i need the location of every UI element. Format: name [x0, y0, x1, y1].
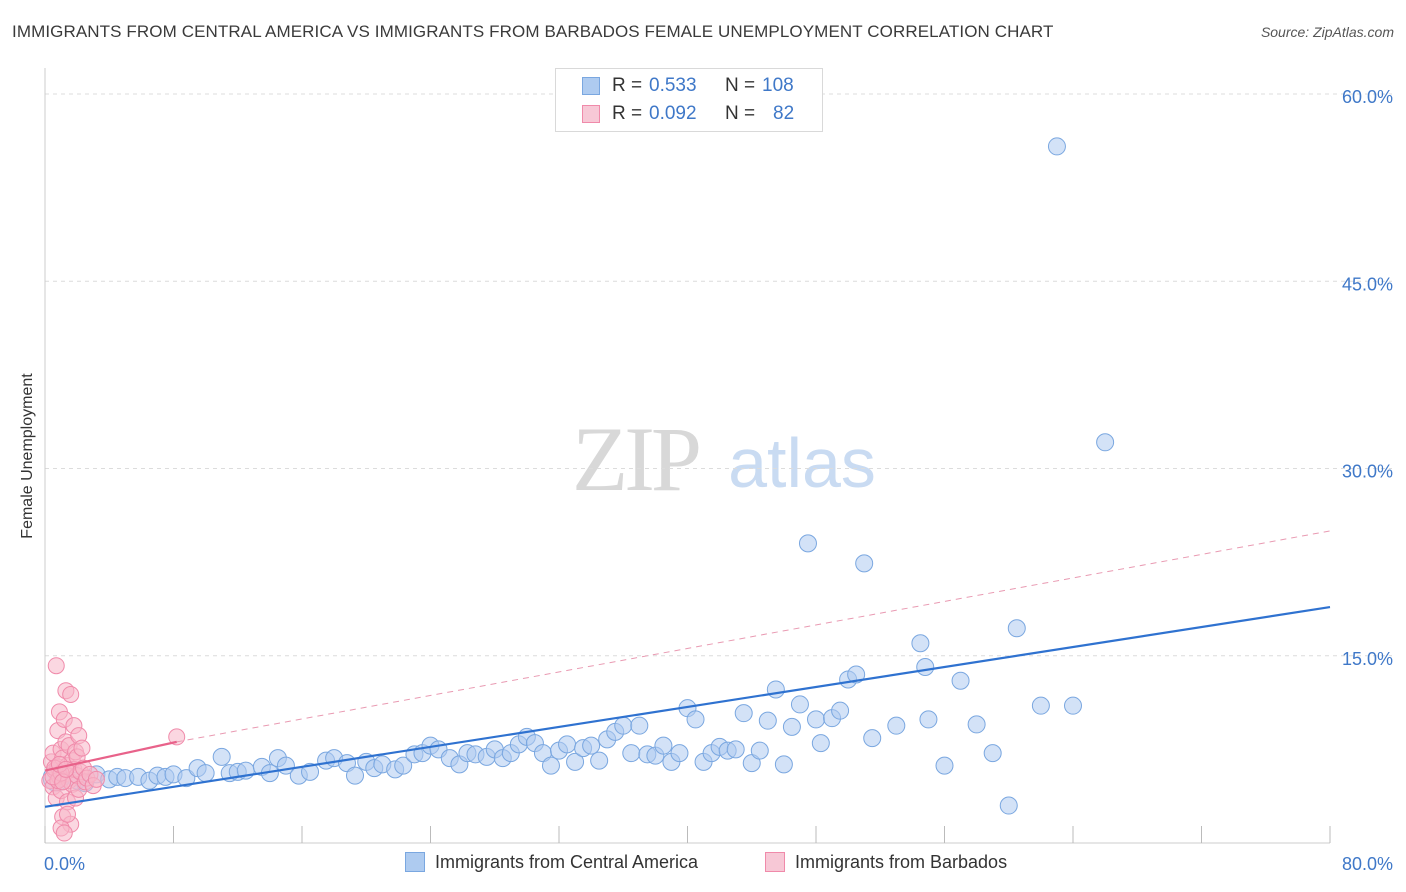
data-point-central-america: [670, 744, 689, 763]
legend-n-label: N =: [725, 103, 756, 124]
watermark-zip: ZIP: [572, 408, 699, 510]
watermark-atlas: atlas: [728, 424, 876, 502]
legend-n-value: 108: [762, 75, 794, 96]
data-point-central-america: [1096, 433, 1115, 452]
data-point-central-america: [212, 747, 231, 766]
data-point-central-america: [686, 710, 705, 729]
data-point-central-america: [541, 756, 560, 775]
data-point-central-america: [887, 716, 906, 735]
chart-source: Source: ZipAtlas.com: [1260, 24, 1394, 40]
data-point-barbados: [47, 657, 65, 675]
bottom-legend-swatch-blue: [405, 852, 425, 872]
data-point-central-america: [566, 752, 585, 771]
data-point-central-america: [999, 796, 1018, 815]
data-point-barbados: [62, 685, 80, 703]
data-point-central-america: [196, 764, 215, 783]
data-point-central-america: [630, 716, 649, 735]
data-point-central-america: [782, 717, 801, 736]
data-point-central-america: [967, 715, 986, 734]
legend-r-value: 0.533: [649, 75, 697, 96]
data-point-central-america: [766, 680, 785, 699]
legend-r-label: R =: [612, 75, 643, 96]
data-point-central-america: [758, 711, 777, 730]
trendline-barbados-extension: [176, 530, 1331, 743]
data-point-barbados: [73, 739, 91, 757]
bottom-legend-label: Immigrants from Central America: [435, 852, 699, 872]
data-point-central-america: [916, 657, 935, 676]
x-tick-label-min: 0.0%: [44, 854, 85, 874]
x-tick-label-max: 80.0%: [1342, 854, 1393, 874]
data-point-central-america: [346, 766, 365, 785]
data-point-central-america: [935, 756, 954, 775]
y-tick-label: 45.0%: [1342, 274, 1393, 294]
data-point-central-america: [1064, 696, 1082, 715]
data-point-central-america: [558, 735, 577, 754]
trendline-central-america: [44, 605, 1331, 808]
data-point-central-america: [951, 671, 970, 690]
y-tick-label: 15.0%: [1342, 649, 1393, 669]
data-point-central-america: [654, 736, 673, 755]
data-point-central-america: [919, 710, 938, 729]
data-point-central-america: [1007, 619, 1026, 638]
bottom-legend-central-america: Immigrants from Central America: [405, 852, 698, 873]
data-point-central-america: [774, 755, 793, 774]
chart-title: IMMIGRANTS FROM CENTRAL AMERICA VS IMMIG…: [12, 22, 1054, 41]
data-point-central-america: [734, 704, 753, 723]
data-point-central-america: [582, 736, 601, 755]
data-point-central-america: [798, 534, 817, 553]
data-point-central-america: [831, 701, 850, 720]
data-point-barbados: [55, 824, 73, 842]
data-point-central-america: [590, 751, 609, 770]
data-point-central-america: [811, 734, 830, 753]
bottom-legend-barbados: Immigrants from Barbados: [765, 852, 1007, 873]
data-point-central-america: [394, 756, 413, 775]
data-point-central-america: [863, 729, 882, 748]
y-tick-label: 60.0%: [1342, 87, 1393, 107]
bottom-legend-swatch-pink: [765, 852, 785, 872]
data-point-barbados: [58, 805, 76, 823]
data-point-central-america: [614, 716, 633, 735]
legend-swatch-pink: [582, 105, 600, 123]
data-point-central-america: [855, 554, 874, 573]
data-point-central-america: [911, 634, 930, 653]
legend-n-label: N =: [725, 75, 756, 96]
legend-r-value: 0.092: [649, 103, 697, 124]
bottom-legend-label: Immigrants from Barbados: [795, 852, 1008, 872]
data-point-central-america: [807, 710, 825, 729]
data-point-central-america: [790, 695, 809, 714]
legend: R = 0.533 N = 108 R = 0.092 N = 82: [555, 68, 823, 132]
data-point-central-america: [622, 744, 641, 763]
legend-swatch-blue: [582, 77, 600, 95]
data-point-central-america: [177, 769, 196, 788]
data-point-barbados: [87, 770, 105, 788]
data-point-central-america: [1031, 696, 1050, 715]
data-point-central-america: [1047, 137, 1066, 156]
trendline-barbados: [44, 740, 177, 772]
data-point-central-america: [750, 741, 769, 760]
data-point-central-america: [847, 665, 866, 684]
y-tick-label: 30.0%: [1342, 462, 1393, 482]
data-point-central-america: [726, 740, 745, 759]
data-point-central-america: [301, 762, 320, 781]
legend-r-label: R =: [612, 103, 643, 124]
data-point-central-america: [983, 744, 1002, 763]
legend-n-value: 82: [773, 103, 795, 124]
